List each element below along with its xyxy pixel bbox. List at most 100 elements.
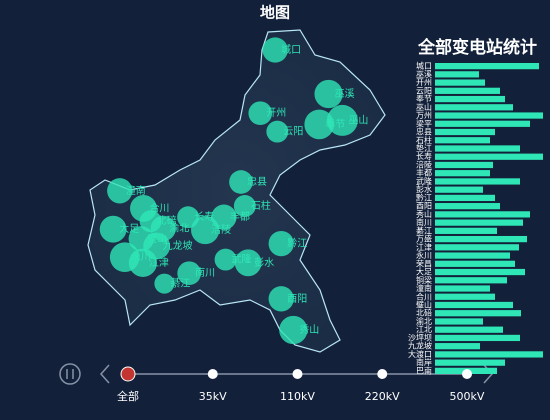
timeline-label: 110kV <box>280 390 315 403</box>
bubble[interactable] <box>304 109 335 140</box>
bar-label: 潼南 <box>416 283 432 293</box>
bar-label: 永川 <box>416 250 432 260</box>
bar <box>435 318 483 325</box>
bar <box>435 293 495 300</box>
bar-label: 万州 <box>416 111 432 120</box>
bar-label: 江北 <box>416 325 432 334</box>
bubble-label: 石柱 <box>251 199 271 212</box>
bar <box>435 194 495 202</box>
bubble[interactable] <box>177 261 202 286</box>
timeline-label: 全部 <box>117 389 139 403</box>
bubble[interactable] <box>128 248 158 277</box>
bar <box>435 203 500 210</box>
bar-label: 南川 <box>416 217 432 227</box>
bubble-label: 黔江 <box>287 237 307 250</box>
timeline-node[interactable] <box>207 369 218 379</box>
bar-label: 忠县 <box>416 128 432 137</box>
timeline-node[interactable] <box>292 369 303 379</box>
bar <box>435 326 503 333</box>
bar <box>435 227 497 234</box>
bar-label: 巫山 <box>416 102 432 112</box>
bubble[interactable] <box>233 195 256 217</box>
bar-label: 合川 <box>416 291 432 301</box>
bubble-label: 南川 <box>195 266 215 279</box>
bar <box>435 153 543 160</box>
bubble[interactable] <box>279 315 308 345</box>
bubble[interactable] <box>268 286 294 312</box>
bubble-label: 潼南 <box>126 184 146 197</box>
timeline-node[interactable] <box>120 366 136 382</box>
bar-label: 黔江 <box>416 192 432 202</box>
bubble[interactable] <box>229 170 253 194</box>
bubble[interactable] <box>128 226 154 252</box>
bar <box>435 244 519 251</box>
bar <box>435 186 483 193</box>
bar-label: 北碚 <box>416 308 432 318</box>
bar-label: 涪陵 <box>416 159 432 169</box>
bubble-label: 酉阳 <box>287 293 307 305</box>
bar-label: 秀山 <box>416 209 432 219</box>
bar-label: 酉阳 <box>416 202 432 211</box>
bubble-label: 秀山 <box>299 324 319 336</box>
bubble-label: 巫溪 <box>335 88 355 100</box>
timeline-label: 220kV <box>365 390 400 403</box>
bar <box>435 178 520 185</box>
bubble[interactable] <box>268 230 294 257</box>
bubble[interactable] <box>107 178 133 204</box>
bubble[interactable] <box>326 104 358 136</box>
map-title: 地图 <box>260 4 290 22</box>
bubble-label: 綦江 <box>170 277 190 290</box>
bar-label: 渝北 <box>416 316 432 326</box>
bubble[interactable] <box>214 248 237 271</box>
bar <box>435 128 495 136</box>
bar <box>435 170 490 177</box>
bar <box>435 268 525 276</box>
bubble[interactable] <box>211 204 237 230</box>
bar-label: 城口 <box>416 62 432 71</box>
bubble[interactable] <box>99 215 127 243</box>
bar-label: 巫溪 <box>416 69 432 79</box>
pause-icon <box>66 369 74 379</box>
bar-label: 江津 <box>416 242 432 252</box>
bar-label: 大足 <box>416 267 432 277</box>
bubble[interactable] <box>248 101 273 126</box>
bubble-label: 璧山 <box>147 232 167 245</box>
bar-label: 九龙坡 <box>408 341 432 351</box>
bar <box>435 277 507 284</box>
bubble[interactable] <box>154 273 175 294</box>
bar-label: 石柱 <box>416 135 432 145</box>
bar-label: 彭水 <box>416 184 432 194</box>
bubble[interactable] <box>234 249 262 277</box>
bubble-label: 九龙坡 <box>163 239 193 252</box>
bar <box>435 71 479 78</box>
bubble[interactable] <box>262 37 288 63</box>
bar <box>435 211 530 218</box>
prev-button[interactable] <box>99 364 110 384</box>
bar <box>435 120 530 127</box>
bubble[interactable] <box>314 79 343 109</box>
timeline-node[interactable] <box>462 369 472 379</box>
bar <box>435 137 490 144</box>
bar <box>435 161 493 169</box>
bar-label: 綦江 <box>416 225 432 235</box>
bar-label: 开州 <box>416 78 432 87</box>
bubble-label: 忠县 <box>247 176 267 188</box>
play-button[interactable] <box>59 363 81 385</box>
bar <box>435 343 480 350</box>
bar-label: 沙坪坝 <box>408 333 432 342</box>
timeline-node[interactable] <box>377 369 388 379</box>
bar <box>435 87 500 94</box>
bubble[interactable] <box>266 120 289 143</box>
bar <box>435 301 513 309</box>
bubble[interactable] <box>191 215 220 245</box>
bar <box>435 63 539 70</box>
bar-label: 长寿 <box>416 151 432 161</box>
bar <box>435 95 505 103</box>
bar <box>435 252 510 259</box>
bar-label: 铜梁 <box>416 275 432 285</box>
bar <box>435 334 520 342</box>
bar-label: 奉节 <box>416 94 432 104</box>
bar <box>435 351 543 358</box>
bubble-label: 江津 <box>149 257 169 269</box>
